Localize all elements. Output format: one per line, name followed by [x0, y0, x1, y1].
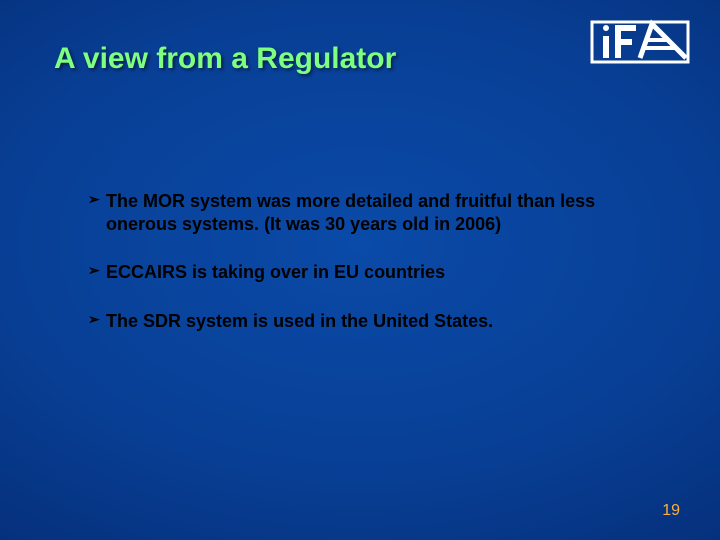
bullet-list: The MOR system was more detailed and fru…	[92, 190, 640, 358]
page-number: 19	[662, 502, 680, 520]
slide: A view from a Regulator The MOR system w…	[0, 0, 720, 540]
list-item: ECCAIRS is taking over in EU countries	[92, 261, 640, 284]
list-item: The SDR system is used in the United Sta…	[92, 310, 640, 333]
list-item: The MOR system was more detailed and fru…	[92, 190, 640, 235]
slide-title: A view from a Regulator	[54, 42, 396, 76]
ifa-logo	[590, 18, 690, 66]
